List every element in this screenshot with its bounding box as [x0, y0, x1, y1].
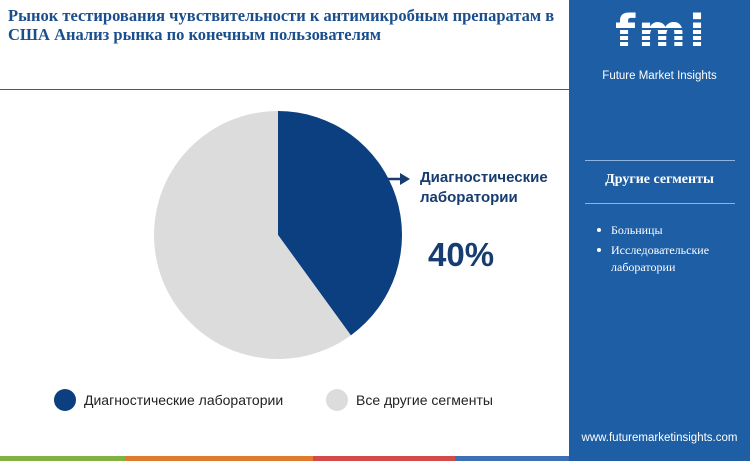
logo-stripes [597, 24, 727, 54]
brand-logo: fmi Future Market Insights [569, 4, 750, 84]
other-segments-list: Больницы Исследовательские лаборатории [595, 222, 745, 279]
legend-swatch-diagnostic-labs [54, 389, 76, 411]
callout-arrow-head [400, 173, 410, 185]
logo-subtitle: Future Market Insights [602, 70, 717, 82]
side-divider-bottom [585, 203, 735, 204]
callout-arrow [386, 173, 410, 185]
page-title: Рынок тестирования чувствительности к ан… [8, 6, 555, 44]
list-item: Больницы [595, 222, 745, 239]
other-segments-heading: Другие сегменты [605, 172, 714, 187]
pie-slice-diagnostic-labs [278, 111, 403, 336]
pie-chart [154, 111, 410, 359]
legend-swatch-other-segments [326, 389, 348, 411]
callout-value: 40% [428, 236, 495, 273]
legend-label-other-segments: Все другие сегменты [356, 392, 493, 408]
footer-color-bar [0, 456, 569, 461]
legend-label-diagnostic-labs: Диагностические лаборатории [84, 392, 284, 408]
pie-slices [154, 111, 403, 359]
website-url[interactable]: www.futuremarketinsights.com [581, 432, 738, 444]
side-divider-top [585, 160, 735, 161]
title-divider [0, 89, 569, 90]
callout-label: Диагностические лаборатории [420, 169, 548, 206]
side-panel: fmi Future Market Insights Другие сегмен… [569, 0, 750, 461]
list-item: Исследовательские лаборатории [595, 242, 745, 276]
pie-slice-other-segments [154, 111, 351, 359]
